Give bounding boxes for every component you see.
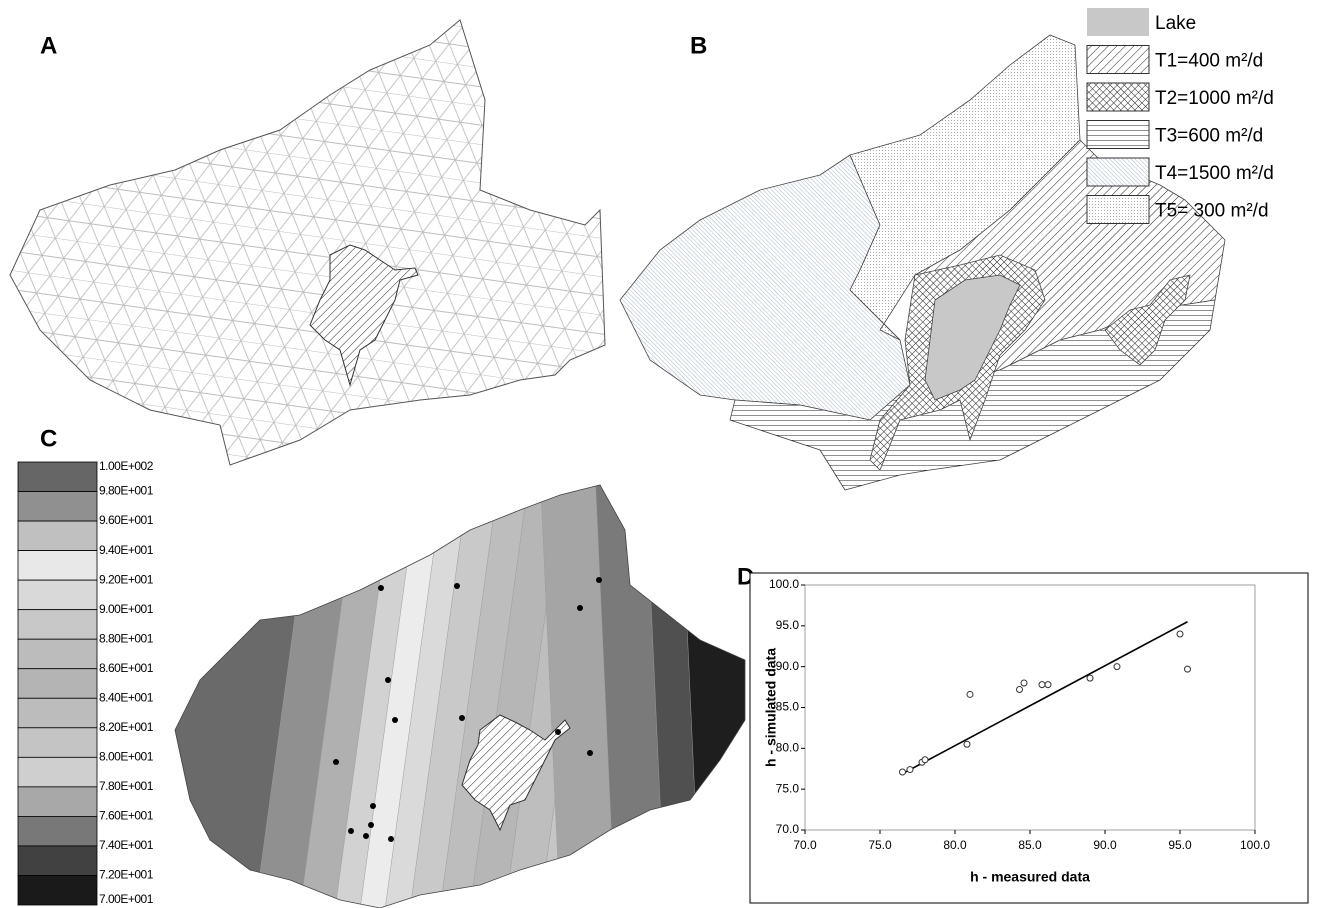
x-tick-label: 90.0 [1093,838,1117,852]
x-tick-label: 100.0 [1240,838,1270,852]
colorbar-label: 7.40E+001 [99,838,154,852]
head-contours [150,470,760,908]
point [1021,680,1027,686]
point [1114,664,1120,670]
colorbar-band [18,669,97,699]
colorbar-band [18,639,97,669]
colorbar-label: 1.00E+002 [99,459,154,473]
x-axis-label: h - measured data [970,869,1090,885]
colorbar-label: 7.20E+001 [99,868,154,882]
legend-swatch [1087,46,1149,74]
well [333,759,339,765]
well [388,836,394,842]
colorbar-band [18,462,97,492]
well [378,585,384,591]
mesh [10,20,605,465]
y-tick-label: 100.0 [769,577,799,591]
point [964,741,970,747]
well [370,803,376,809]
legend-swatch [1087,8,1149,36]
contour-band [595,470,665,908]
legend-label: Lake [1155,13,1196,34]
legend-label: T4=1500 m²/d [1155,163,1274,184]
point [1017,687,1023,693]
colorbar-band [18,875,97,905]
point [1087,675,1093,681]
x-tick-label: 75.0 [868,838,892,852]
colorbar-label: 9.80E+001 [99,484,154,498]
colorbar-label: 9.60E+001 [99,513,154,527]
y-tick-label: 95.0 [776,618,800,632]
x-tick-label: 85.0 [1018,838,1042,852]
colorbar-label: 9.00E+001 [99,602,154,616]
colorbar-band [18,610,97,640]
colorbar-band [18,846,97,876]
point [1177,631,1183,637]
point [1045,682,1051,688]
well [392,717,398,723]
point [900,769,906,775]
colorbar-label: 7.00E+001 [99,892,154,906]
colorbar-label: 9.40E+001 [99,543,154,557]
well [363,833,369,839]
legend-label: T5= 300 m²/d [1155,201,1269,222]
x-tick-label: 70.0 [793,838,817,852]
colorbar-label: 8.20E+001 [99,720,154,734]
well [459,715,465,721]
legend-label: T3=600 m²/d [1155,126,1263,147]
colorbar-label: 8.60E+001 [99,661,154,675]
well [587,750,593,756]
y-tick-label: 80.0 [776,741,800,755]
x-tick-label: 95.0 [1168,838,1192,852]
colorbar-band [18,521,97,551]
legend-swatch [1087,83,1149,111]
colorbar-band [18,787,97,817]
legend-label: T1=400 m²/d [1155,51,1263,72]
colorbar-band [18,728,97,758]
legend-swatch [1087,196,1149,224]
y-tick-label: 75.0 [776,781,800,795]
colorbar-label: 7.80E+001 [99,779,154,793]
point [922,757,928,763]
panel-label: B [690,32,707,59]
y-tick-label: 90.0 [776,659,800,673]
colorbar-band [18,492,97,522]
legend-swatch [1087,121,1149,149]
colorbar-band [18,551,97,581]
well [555,729,561,735]
contour-band [680,470,760,908]
point [1185,666,1191,672]
point [907,767,913,773]
panel-label: A [40,32,57,59]
colorbar-label: 8.00E+001 [99,750,154,764]
point [967,691,973,697]
colorbar-label: 9.20E+001 [99,572,154,586]
well [385,677,391,683]
colorbar-label: 8.40E+001 [99,690,154,704]
well [577,605,583,611]
well [368,822,374,828]
colorbar-label: 8.80E+001 [99,631,154,645]
colorbar-band [18,816,97,846]
colorbar-band [18,580,97,610]
well [454,583,460,589]
colorbar-label: 7.60E+001 [99,809,154,823]
chart-frame [750,573,1308,903]
y-axis-label: h - simulated data [763,648,779,767]
panel-label: C [40,425,57,452]
y-tick-label: 85.0 [776,700,800,714]
colorbar-band [18,698,97,728]
x-tick-label: 80.0 [943,838,967,852]
well [348,828,354,834]
figure: A B Lake T1=400 m²/d T2=1000 m²/d T3=600 m²… [0,0,1325,908]
colorbar-band [18,757,97,787]
legend-swatch [1087,158,1149,186]
well [596,577,602,583]
y-tick-label: 70.0 [776,822,800,836]
point [1039,682,1045,688]
legend-label: T2=1000 m²/d [1155,88,1274,109]
